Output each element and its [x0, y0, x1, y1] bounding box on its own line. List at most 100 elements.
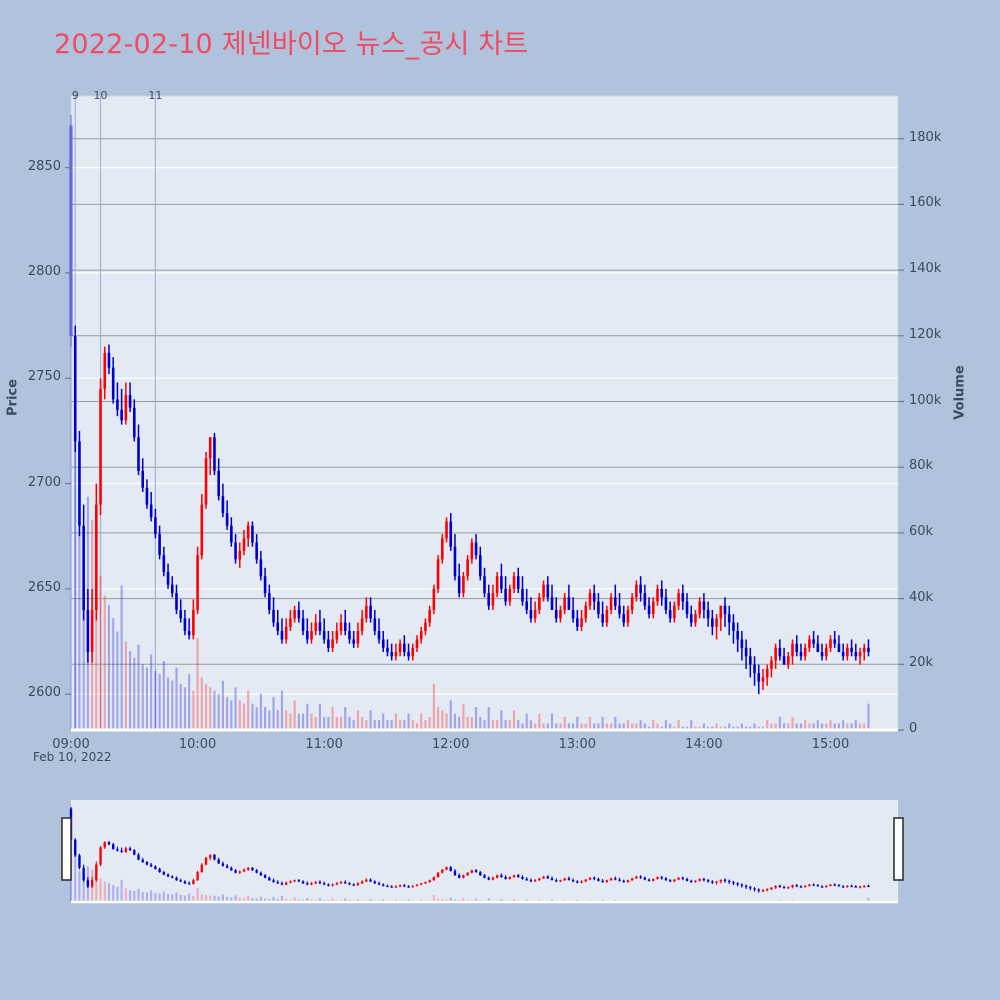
volume-bar	[352, 720, 355, 730]
mini-candle-body	[778, 885, 782, 888]
mini-candle-body	[99, 847, 102, 865]
volume-bar	[799, 723, 803, 730]
mini-volume-bar	[120, 879, 123, 902]
volume-bar	[761, 726, 765, 730]
mini-candle-body	[462, 875, 465, 878]
volume-bar	[610, 723, 613, 730]
range-handle-right[interactable]	[893, 817, 904, 881]
candle-body	[149, 504, 153, 518]
mini-candlesticks	[69, 806, 870, 893]
mini-volume-bar	[234, 895, 237, 902]
mini-candle-body	[200, 864, 203, 873]
volume-bar	[546, 723, 549, 730]
candle-body	[453, 546, 457, 577]
candle-body	[605, 609, 609, 623]
mini-candle-body	[517, 875, 520, 878]
volume-tick-label: 0	[909, 721, 918, 736]
volume-bar	[723, 726, 727, 730]
event-label-10[interactable]: 10	[93, 89, 108, 102]
candle-body	[415, 639, 419, 648]
mini-candle-body	[639, 876, 642, 878]
mini-candle-body	[133, 850, 136, 855]
candle-body	[774, 647, 777, 661]
candle-body	[246, 525, 250, 539]
volume-bar	[361, 716, 364, 730]
volume-bar	[247, 690, 250, 730]
mini-candle-body	[339, 882, 343, 884]
mini-candle-body	[318, 882, 322, 884]
mini-candle-body	[360, 881, 364, 884]
candle-body	[343, 622, 347, 632]
candle-body	[373, 618, 377, 632]
mini-candle-body	[799, 886, 803, 888]
candle-body	[192, 609, 195, 636]
mini-candle-body	[263, 875, 267, 878]
mini-candle-body	[580, 881, 583, 883]
volume-bar	[394, 713, 397, 730]
mini-candle-body	[500, 875, 503, 878]
candle-body	[170, 584, 174, 594]
event-label-11[interactable]: 11	[148, 89, 163, 102]
candle-body	[487, 593, 491, 606]
mini-candle-body	[546, 876, 549, 879]
mini-candle-body	[276, 882, 279, 884]
mini-volume-bar	[192, 895, 195, 902]
candle-body	[137, 437, 140, 471]
mini-candle-body	[107, 842, 111, 845]
candle-body	[208, 437, 212, 459]
volume-bar	[673, 726, 676, 730]
candle-body	[377, 631, 381, 640]
candle-body	[706, 609, 710, 619]
volume-bar	[403, 720, 406, 730]
mini-candle-body	[664, 878, 668, 881]
volume-bar	[648, 726, 651, 730]
candle-body	[622, 614, 626, 623]
volume-bar	[512, 710, 516, 730]
mini-candle-body	[356, 883, 360, 886]
mini-candle-body	[453, 870, 457, 876]
volume-bar	[783, 723, 786, 730]
volume-bar	[213, 690, 216, 730]
candle-body	[584, 605, 588, 619]
mini-candle-body	[614, 878, 617, 880]
mini-candle-body	[677, 877, 680, 880]
range-selector-background[interactable]	[71, 800, 898, 902]
mini-candle-body	[812, 884, 815, 886]
mini-candle-body	[327, 884, 330, 886]
volume-bar	[264, 707, 267, 730]
volume-bar	[850, 723, 853, 730]
candle-body	[289, 618, 292, 627]
candle-body	[571, 609, 575, 619]
candle-body	[521, 588, 524, 602]
candle-body	[580, 618, 583, 627]
volume-bar	[133, 657, 136, 730]
volume-bar	[698, 726, 701, 730]
candle-body	[618, 605, 621, 615]
volume-bar	[141, 664, 144, 730]
mini-candle-body	[141, 859, 144, 863]
volume-bar	[715, 723, 718, 730]
mini-candle-body	[808, 884, 811, 886]
mini-volume-bar	[124, 888, 127, 902]
candle-body	[592, 593, 596, 602]
event-label-9[interactable]: 9	[71, 89, 79, 102]
mini-candle-body	[293, 880, 296, 882]
volume-bar	[854, 720, 857, 730]
range-handle-left[interactable]	[61, 817, 72, 881]
volume-bar	[728, 723, 731, 730]
mini-candle-body	[533, 880, 537, 882]
mini-volume-bar	[264, 898, 267, 902]
mini-candle-body	[424, 882, 427, 884]
volume-bar	[348, 716, 351, 730]
volume-bar	[702, 723, 705, 730]
candle-body	[677, 593, 680, 606]
candle-body	[538, 597, 541, 610]
mini-candle-body	[622, 880, 625, 883]
mini-volume-bar	[204, 894, 208, 902]
mini-volume-bar	[432, 894, 435, 902]
candle-body	[466, 559, 469, 577]
volume-bar	[137, 644, 140, 730]
mini-candle-body	[162, 872, 166, 875]
candle-body	[609, 597, 613, 610]
